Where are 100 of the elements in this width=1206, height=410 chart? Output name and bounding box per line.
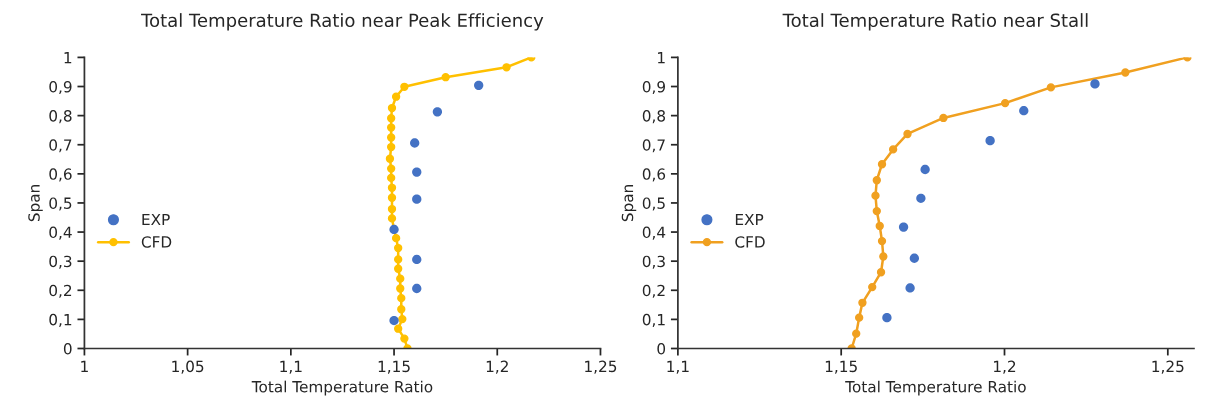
point [397, 305, 406, 314]
point [387, 193, 397, 202]
point [905, 283, 915, 293]
point [410, 138, 420, 148]
y-tick-label: 0 [63, 342, 72, 355]
y-tick-label: 0,7 [642, 139, 665, 153]
point [386, 142, 396, 152]
y-tick-label: 0,1 [642, 313, 665, 327]
point [1121, 68, 1130, 77]
y-tick-label: 0,3 [642, 255, 665, 269]
x-tick-label: 1,05 [172, 360, 204, 374]
x-tick-label: 1 [81, 360, 88, 372]
point [396, 274, 405, 283]
x-tick-label: 1,15 [378, 360, 410, 374]
y-tick-label: 0,6 [49, 168, 72, 182]
legend-label: CFD [141, 236, 172, 248]
point [1090, 79, 1100, 89]
y-tick-label: 0,2 [49, 284, 72, 298]
y-tick-label: 1 [64, 52, 72, 64]
point [412, 194, 422, 204]
x-tick-label: 1,1 [280, 360, 302, 374]
point [389, 315, 399, 326]
point [898, 222, 909, 232]
y-tick-label: 0,9 [642, 80, 666, 95]
y-tick-label: 0,8 [642, 110, 666, 124]
point [474, 80, 484, 90]
point [386, 123, 396, 132]
point [909, 253, 920, 263]
point [394, 243, 403, 253]
point [387, 183, 397, 192]
y-tick-label: 0,4 [49, 226, 72, 240]
point [903, 129, 912, 139]
y-tick-label: 0,7 [49, 139, 72, 153]
point [868, 282, 877, 292]
y-tick-label: 0,1 [49, 313, 72, 327]
legend-label: CFD [735, 236, 765, 248]
point [400, 82, 409, 91]
point [394, 255, 403, 264]
x-tick-label: 1,15 [825, 360, 857, 374]
point [852, 329, 861, 338]
point [1000, 98, 1010, 108]
point [385, 154, 395, 163]
point [877, 236, 887, 246]
point [888, 145, 898, 154]
legend-label: EXP [142, 213, 170, 226]
y-tick-label: 0,5 [49, 197, 72, 211]
point [1019, 106, 1029, 116]
point [882, 312, 892, 323]
point [394, 264, 403, 273]
point [386, 133, 396, 142]
x-tick-label: 1,25 [1152, 360, 1184, 374]
y-tick-label: 0,5 [642, 197, 665, 211]
x-axis-title: Total Temperature Ratio [845, 380, 1026, 396]
y-tick-label: 0 [657, 342, 666, 355]
point [871, 191, 880, 200]
y-tick-label: 0,9 [49, 80, 72, 95]
point [432, 107, 443, 117]
x-tick-label: 1,25 [585, 360, 617, 374]
point [879, 252, 888, 261]
point [387, 214, 397, 223]
y-tick-label: 0,6 [642, 168, 666, 182]
x-axis-title: Total Temperature Ratio [251, 380, 433, 396]
point [412, 254, 422, 265]
point [920, 164, 930, 175]
point [387, 103, 397, 113]
point [398, 314, 407, 324]
point [916, 193, 926, 203]
y-tick-label: 0,3 [49, 255, 72, 269]
y-axis-title: Span [28, 185, 43, 222]
point [396, 284, 405, 293]
point [412, 167, 422, 177]
point [939, 113, 948, 123]
point [854, 313, 864, 322]
point [872, 176, 881, 185]
point [387, 204, 397, 214]
chart-title: Total Temperature Ratio near Stall [782, 13, 1088, 31]
point [872, 206, 881, 216]
legend-label: EXP [735, 213, 764, 226]
y-tick-label: 0,8 [49, 110, 72, 124]
x-tick-label: 1,2 [994, 360, 1016, 374]
point [985, 136, 995, 146]
point [397, 293, 406, 303]
point [391, 92, 401, 101]
x-tick-label: 1,1 [667, 360, 689, 374]
y-tick-label: 0,2 [642, 284, 665, 298]
x-tick-label: 1,2 [486, 360, 508, 374]
point [876, 268, 886, 277]
point [391, 234, 401, 243]
point [386, 114, 396, 123]
point [386, 164, 396, 173]
point [502, 63, 511, 72]
point [441, 73, 450, 82]
point [400, 334, 409, 343]
y-tick-label: 0,4 [642, 226, 666, 240]
point [875, 221, 884, 231]
point [858, 298, 867, 307]
y-axis-title: Span [621, 185, 637, 222]
point [386, 173, 396, 183]
point [1046, 83, 1056, 92]
y-tick-label: 1 [658, 52, 665, 64]
